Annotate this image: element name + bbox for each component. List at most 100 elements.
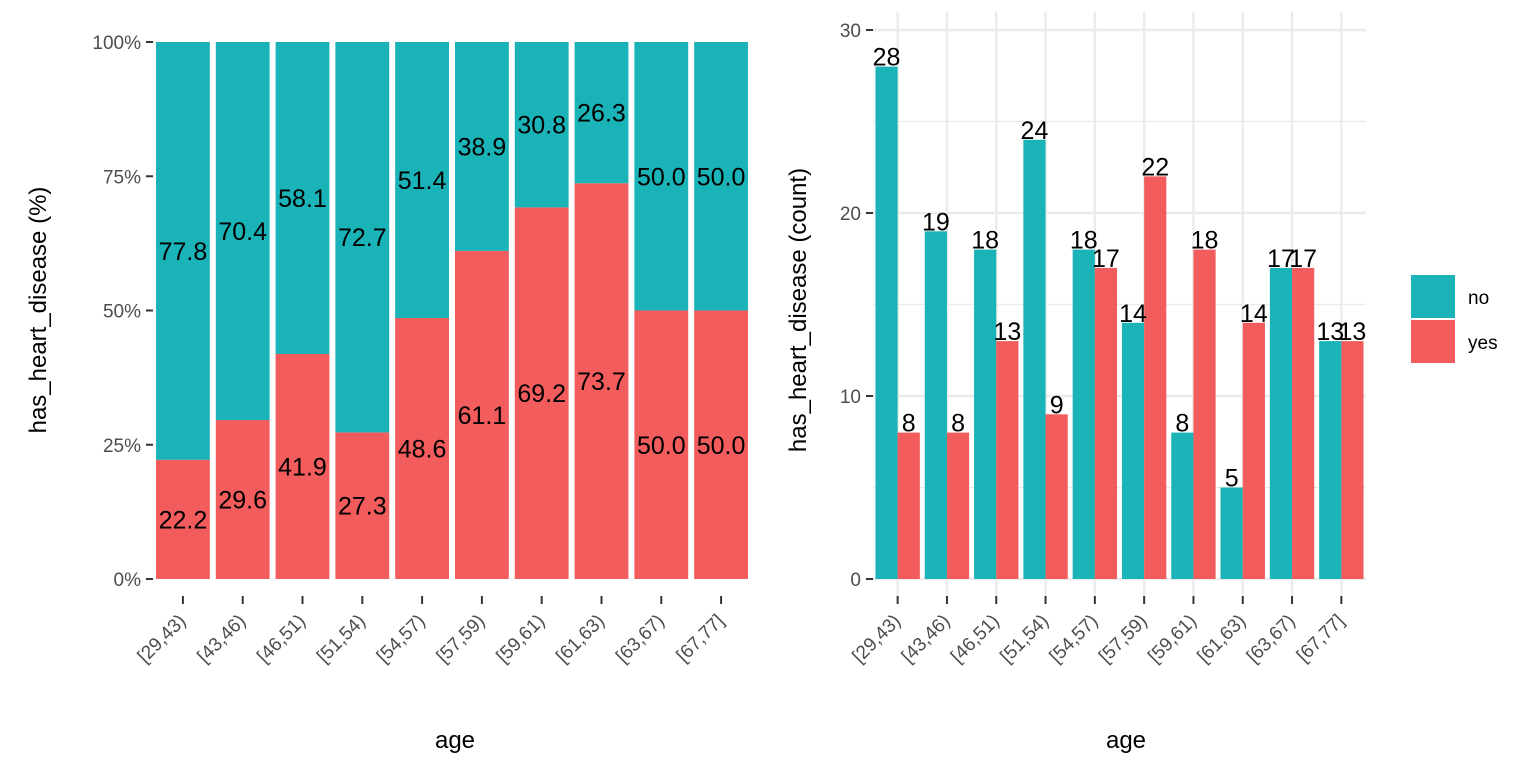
left-bar-yes-57-59 xyxy=(454,250,509,579)
right-bar-label-yes-67-77: 13 xyxy=(1339,318,1367,346)
left-bar-no-67-77 xyxy=(694,42,749,311)
left-y-tick-label: 100% xyxy=(92,33,141,54)
left-bar-label-no-61-63: 26.3 xyxy=(577,100,626,128)
legend-label-yes: yes xyxy=(1468,333,1498,354)
left-x-axis-title: age xyxy=(435,727,475,754)
right-bar-no-29-43 xyxy=(875,66,898,580)
left-bar-label-yes-67-77: 50.0 xyxy=(697,432,746,460)
left-chart-panel: 22.2 77.8 29.6 70.4 41.9 58.1 27.3 72.7 48.6 51.4… xyxy=(25,33,749,754)
left-bar-yes-67-77 xyxy=(694,310,749,579)
right-bar-label-yes-43-46: 8 xyxy=(951,410,965,438)
right-bar-yes-54-57 xyxy=(1094,267,1118,579)
right-bar-no-46-51 xyxy=(974,249,997,579)
right-bar-label-yes-57-59: 22 xyxy=(1141,153,1169,181)
right-x-tick-label-63-67: [63,67) xyxy=(1243,611,1300,668)
right-bar-label-no-59-61: 8 xyxy=(1175,410,1189,438)
right-bar-label-yes-63-67: 17 xyxy=(1289,245,1317,273)
left-x-tick-label-61-63: [61,63) xyxy=(552,611,609,668)
left-bar-label-yes-54-57: 48.6 xyxy=(398,436,447,464)
right-x-tick-label-51-54: [51,54) xyxy=(996,611,1053,668)
right-bar-label-yes-61-63: 14 xyxy=(1240,300,1268,328)
left-y-axis: 0% 25% 50% 75% 100% xyxy=(92,33,153,591)
left-bar-label-yes-43-46: 29.6 xyxy=(218,487,267,515)
left-bar-yes-46-51 xyxy=(275,353,330,579)
right-bar-label-yes-54-57: 17 xyxy=(1092,245,1120,273)
right-bars xyxy=(875,66,1364,580)
left-y-tick-label: 25% xyxy=(103,436,141,457)
left-bar-yes-29-43 xyxy=(155,459,210,579)
left-x-tick-label-59-61: [59,61) xyxy=(493,611,550,668)
left-bar-label-no-54-57: 51.4 xyxy=(398,167,447,195)
left-y-tick-label: 75% xyxy=(103,167,141,188)
left-bar-no-54-57 xyxy=(395,42,450,319)
left-bar-label-no-29-43: 77.8 xyxy=(159,238,208,266)
right-bar-yes-46-51 xyxy=(996,341,1019,579)
right-x-tick-label-67-77: [67,77] xyxy=(1293,611,1349,667)
right-bar-label-yes-29-43: 8 xyxy=(902,410,916,438)
right-x-tick-label-29-43: [29,43) xyxy=(849,611,906,668)
right-bar-label-no-67-77: 13 xyxy=(1316,318,1344,346)
left-bar-label-no-59-61: 30.8 xyxy=(517,112,566,140)
right-y-axis: 0 10 20 30 xyxy=(840,21,873,591)
left-bar-label-no-46-51: 58.1 xyxy=(278,185,327,213)
left-bar-no-43-46 xyxy=(215,42,270,421)
left-bar-yes-43-46 xyxy=(215,420,270,579)
left-y-axis-title: has_heart_disease (%) xyxy=(25,187,52,434)
left-bar-label-yes-59-61: 69.2 xyxy=(517,380,566,408)
right-x-tick-label-57-59: [57,59) xyxy=(1095,611,1152,668)
right-x-tick-label-54-57: [54,57) xyxy=(1046,611,1103,668)
right-bar-label-no-63-67: 17 xyxy=(1267,245,1295,273)
left-bar-yes-54-57 xyxy=(395,318,450,579)
right-bar-yes-59-61 xyxy=(1193,249,1216,579)
left-x-tick-label-57-59: [57,59) xyxy=(433,611,490,668)
right-y-tick-label: 20 xyxy=(840,204,861,225)
left-x-tick-label-29-43: [29,43) xyxy=(134,611,191,668)
right-x-axis-title: age xyxy=(1106,727,1146,754)
right-x-tick-label-61-63: [61,63) xyxy=(1194,611,1251,668)
right-x-axis: [29,43)[43,46)[46,51)[51,54)[54,57)[57,5… xyxy=(849,596,1349,667)
right-bar-no-43-46 xyxy=(924,231,947,580)
left-x-tick-label-54-57: [54,57) xyxy=(373,611,430,668)
right-bar-label-yes-51-54: 9 xyxy=(1050,391,1064,419)
right-bar-label-no-29-43: 28 xyxy=(873,44,901,72)
legend-key-yes xyxy=(1411,320,1455,363)
right-bar-yes-57-59 xyxy=(1144,176,1167,579)
left-bar-yes-63-67 xyxy=(634,310,689,579)
left-x-tick-label-43-46: [43,46) xyxy=(194,611,251,668)
right-bar-yes-43-46 xyxy=(946,432,970,579)
right-bar-label-yes-46-51: 13 xyxy=(993,318,1021,346)
right-bar-yes-61-63 xyxy=(1242,322,1265,579)
left-bar-label-yes-63-67: 50.0 xyxy=(637,432,686,460)
right-y-tick-label: 0 xyxy=(850,570,861,591)
right-y-tick-label: 10 xyxy=(840,387,861,408)
right-bar-no-54-57 xyxy=(1072,249,1095,579)
left-bar-labels: 22.2 77.8 29.6 70.4 41.9 58.1 27.3 72.7 48.6 51.4… xyxy=(159,100,746,535)
legend: no yes xyxy=(1411,275,1498,363)
right-bar-label-no-43-46: 19 xyxy=(922,208,950,236)
legend-label-no: no xyxy=(1468,288,1489,309)
right-y-axis-title: has_heart_disease (count) xyxy=(785,168,812,452)
right-bar-no-57-59 xyxy=(1121,322,1145,579)
right-bar-yes-67-77 xyxy=(1341,341,1364,579)
legend-key-no xyxy=(1411,275,1455,318)
left-bar-label-no-67-77: 50.0 xyxy=(697,163,746,191)
left-bar-no-29-43 xyxy=(155,42,210,460)
right-bar-label-no-61-63: 5 xyxy=(1225,465,1239,493)
left-bar-no-51-54 xyxy=(335,42,390,433)
left-bar-yes-61-63 xyxy=(574,183,629,579)
left-x-tick-label-46-51: [46,51) xyxy=(253,611,310,668)
right-bar-no-63-67 xyxy=(1269,267,1293,579)
right-bar-label-no-57-59: 14 xyxy=(1119,300,1147,328)
left-bar-label-no-57-59: 38.9 xyxy=(458,133,507,161)
left-x-tick-label-51-54: [51,54) xyxy=(313,611,370,668)
left-bar-label-yes-46-51: 41.9 xyxy=(278,453,327,481)
left-bar-yes-59-61 xyxy=(514,207,569,579)
right-x-tick-label-46-51: [46,51) xyxy=(947,611,1004,668)
left-x-axis: [29,43) [43,46) [46,51) [51,54) [54,57) [57,5… xyxy=(134,596,729,667)
left-x-tick-label-67-77: [67,77] xyxy=(673,611,729,667)
right-bar-no-51-54 xyxy=(1023,139,1046,580)
left-bar-label-yes-29-43: 22.2 xyxy=(159,506,208,534)
right-bar-yes-51-54 xyxy=(1045,414,1068,579)
right-bar-yes-63-67 xyxy=(1292,267,1315,579)
